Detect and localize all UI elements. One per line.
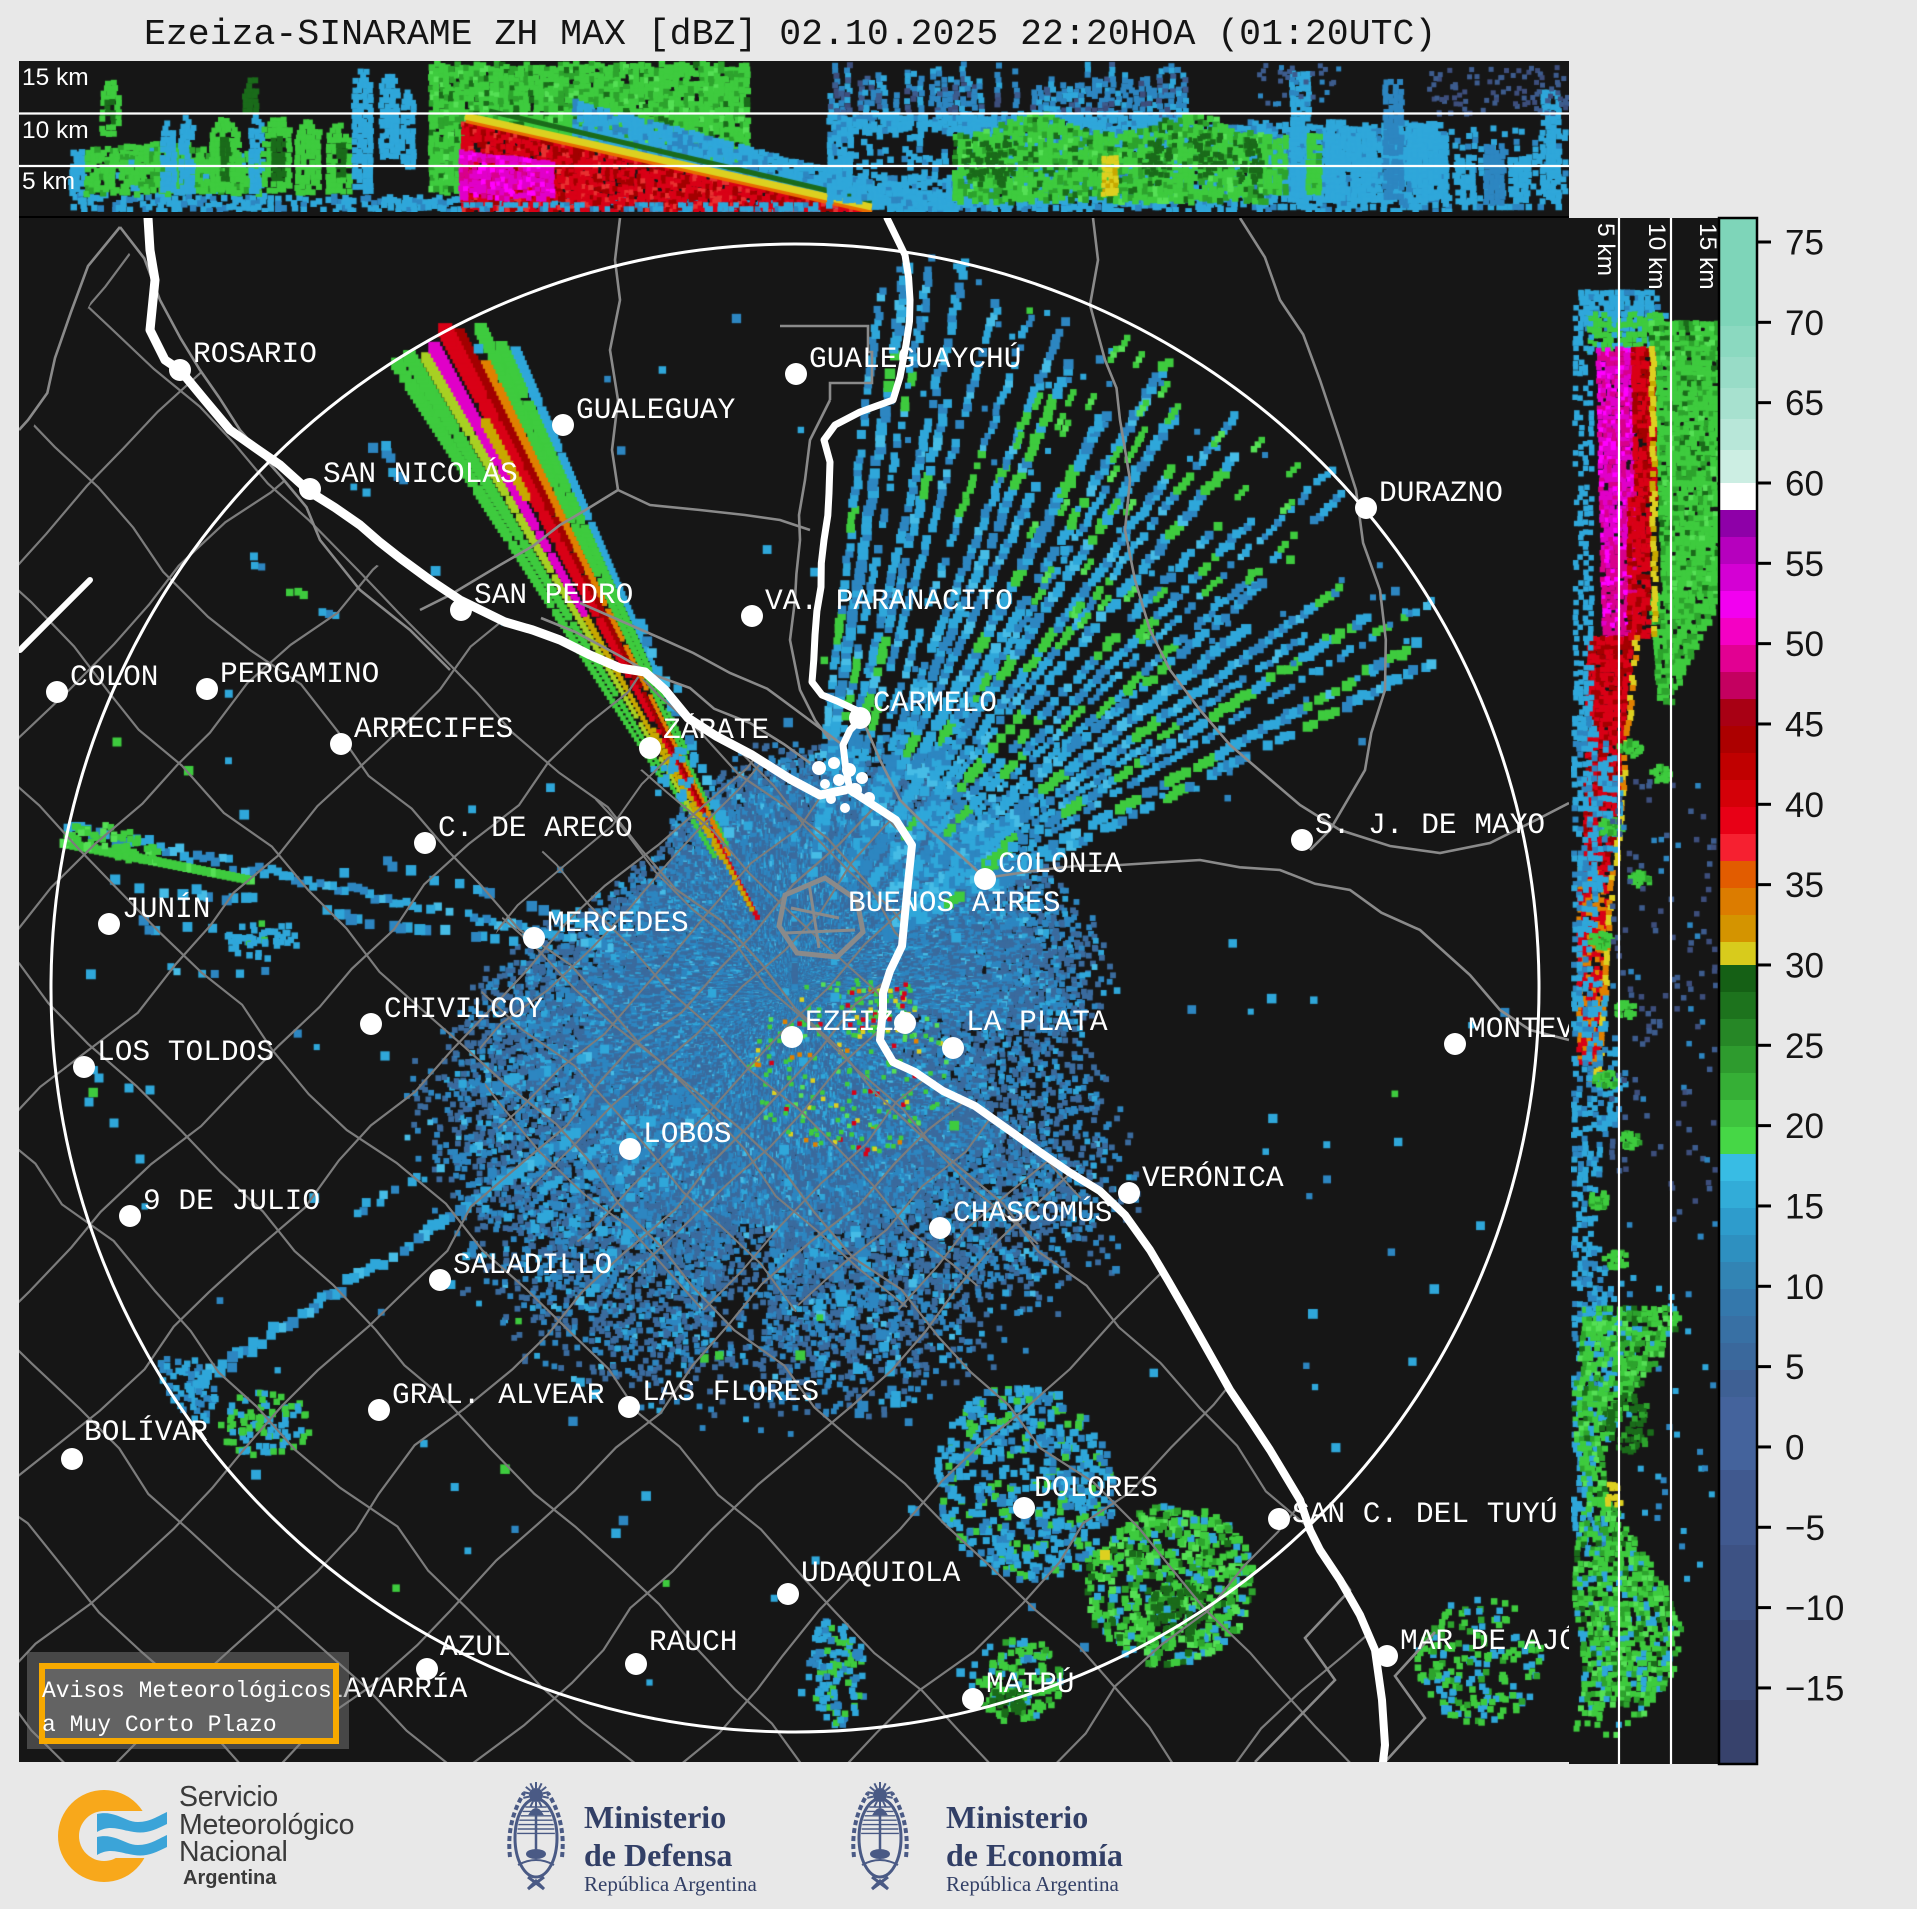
svg-text:GUALEGUAY: GUALEGUAY xyxy=(576,393,736,427)
svg-text:5 km: 5 km xyxy=(1592,223,1619,276)
svg-text:VERÓNICA: VERÓNICA xyxy=(1142,1161,1284,1195)
svg-text:10 km: 10 km xyxy=(1643,223,1670,290)
svg-text:Argentina: Argentina xyxy=(183,1867,277,1889)
svg-text:65: 65 xyxy=(1785,384,1824,423)
svg-text:República Argentina: República Argentina xyxy=(584,1872,757,1896)
svg-text:Ministerio: Ministerio xyxy=(584,1799,726,1835)
svg-text:Nacional: Nacional xyxy=(179,1836,288,1868)
svg-text:MERCEDES: MERCEDES xyxy=(547,906,689,940)
svg-text:25: 25 xyxy=(1785,1027,1824,1066)
svg-text:SAN C. DEL TUYÚ: SAN C. DEL TUYÚ xyxy=(1292,1497,1558,1531)
svg-text:45: 45 xyxy=(1785,705,1824,744)
svg-text:MAIPÚ: MAIPÚ xyxy=(986,1667,1075,1701)
svg-text:Ministerio: Ministerio xyxy=(946,1799,1088,1835)
svg-text:EZEIZA: EZEIZA xyxy=(805,1005,912,1039)
svg-text:Meteorológico: Meteorológico xyxy=(179,1809,354,1841)
svg-text:DOLORES: DOLORES xyxy=(1034,1471,1158,1505)
svg-text:SALADILLO: SALADILLO xyxy=(453,1248,612,1282)
svg-text:LA PLATA: LA PLATA xyxy=(966,1005,1108,1039)
svg-text:BOLÍVAR: BOLÍVAR xyxy=(84,1415,208,1449)
svg-text:30: 30 xyxy=(1785,946,1824,985)
svg-text:CHIVILCOY: CHIVILCOY xyxy=(384,992,544,1026)
svg-text:35: 35 xyxy=(1785,866,1824,905)
svg-text:5 km: 5 km xyxy=(22,168,75,195)
svg-text:60: 60 xyxy=(1785,464,1824,503)
svg-text:−15: −15 xyxy=(1785,1669,1844,1708)
svg-text:ARRECIFES: ARRECIFES xyxy=(354,712,513,746)
svg-text:LAS FLORES: LAS FLORES xyxy=(642,1375,819,1409)
svg-text:ROSARIO: ROSARIO xyxy=(193,337,317,371)
svg-text:75: 75 xyxy=(1785,224,1824,263)
svg-text:55: 55 xyxy=(1785,545,1824,584)
svg-text:10: 10 xyxy=(1785,1268,1824,1307)
svg-text:RAUCH: RAUCH xyxy=(649,1625,738,1659)
svg-text:10 km: 10 km xyxy=(22,117,89,144)
svg-text:−10: −10 xyxy=(1785,1589,1844,1628)
svg-text:GUALEGUAYCHÚ: GUALEGUAYCHÚ xyxy=(809,342,1021,376)
svg-text:CARMELO: CARMELO xyxy=(873,686,997,720)
svg-text:UDAQUIOLA: UDAQUIOLA xyxy=(801,1556,961,1590)
svg-text:20: 20 xyxy=(1785,1107,1824,1146)
svg-text:SAN PEDRO: SAN PEDRO xyxy=(474,578,633,612)
svg-text:9 DE JULIO: 9 DE JULIO xyxy=(143,1184,320,1218)
svg-text:PERGAMINO: PERGAMINO xyxy=(220,657,379,691)
svg-text:15: 15 xyxy=(1785,1187,1824,1226)
svg-text:SAN NICOLÁS: SAN NICOLÁS xyxy=(323,457,518,491)
svg-text:MAR DE AJÓ: MAR DE AJÓ xyxy=(1400,1624,1569,1658)
svg-text:CHASCOMÚS: CHASCOMÚS xyxy=(953,1196,1112,1230)
svg-text:MONTEVIDE: MONTEVIDE xyxy=(1468,1012,1569,1046)
svg-text:0: 0 xyxy=(1785,1428,1804,1467)
svg-text:BUENOS AIRES: BUENOS AIRES xyxy=(848,886,1060,920)
svg-text:50: 50 xyxy=(1785,625,1824,664)
svg-text:Servicio: Servicio xyxy=(179,1781,278,1813)
svg-text:de Defensa: de Defensa xyxy=(584,1837,732,1873)
svg-text:S. J. DE MAYO: S. J. DE MAYO xyxy=(1315,808,1545,842)
svg-text:JUNÍN: JUNÍN xyxy=(122,892,211,926)
svg-text:de Economía: de Economía xyxy=(946,1837,1123,1873)
svg-text:70: 70 xyxy=(1785,304,1824,343)
svg-text:República Argentina: República Argentina xyxy=(946,1872,1119,1896)
svg-text:LOBOS: LOBOS xyxy=(643,1117,732,1151)
svg-text:C. DE ARECO: C. DE ARECO xyxy=(438,811,633,845)
svg-text:15 km: 15 km xyxy=(22,64,89,91)
svg-text:LOS TOLDOS: LOS TOLDOS xyxy=(97,1035,274,1069)
svg-text:VA. PARANACITO: VA. PARANACITO xyxy=(765,584,1013,618)
svg-text:AZUL: AZUL xyxy=(440,1630,511,1664)
svg-text:15 km: 15 km xyxy=(1694,223,1719,290)
svg-text:COLON: COLON xyxy=(70,660,159,694)
svg-text:40: 40 xyxy=(1785,786,1824,825)
svg-text:GRAL. ALVEAR: GRAL. ALVEAR xyxy=(392,1378,604,1412)
svg-text:5: 5 xyxy=(1785,1348,1804,1387)
svg-text:DURAZNO: DURAZNO xyxy=(1379,476,1503,510)
svg-text:−5: −5 xyxy=(1785,1509,1825,1548)
svg-text:COLONIA: COLONIA xyxy=(998,847,1122,881)
svg-text:ZÁRATE: ZÁRATE xyxy=(663,713,769,747)
